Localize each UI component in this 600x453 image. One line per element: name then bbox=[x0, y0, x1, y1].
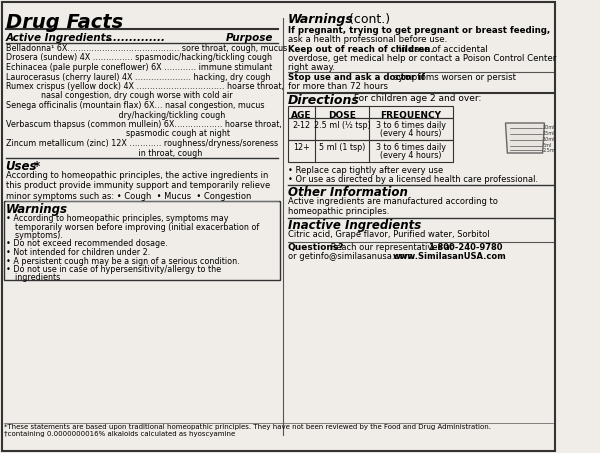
Text: 12+: 12+ bbox=[293, 143, 310, 152]
Text: Zincum metallicum (zinc) 12X ………… roughness/dryness/soreness: Zincum metallicum (zinc) 12X ………… roughn… bbox=[5, 139, 278, 148]
Text: • Do not exceed recommended dosage.: • Do not exceed recommended dosage. bbox=[5, 240, 167, 249]
Text: Belladonna¹ 6X…………………………………… sore throat, cough, mucus: Belladonna¹ 6X…………………………………… sore throat… bbox=[5, 44, 287, 53]
Text: • Not intended for children under 2.: • Not intended for children under 2. bbox=[5, 248, 150, 257]
Text: 2.5 ml (½ tsp): 2.5 ml (½ tsp) bbox=[314, 121, 371, 130]
Text: Keep out of reach of children.: Keep out of reach of children. bbox=[287, 45, 433, 54]
Text: • According to homeopathic principles, symptoms may: • According to homeopathic principles, s… bbox=[5, 214, 228, 223]
Text: In case of accidental: In case of accidental bbox=[396, 45, 488, 54]
Text: www.SimilasanUSA.com: www.SimilasanUSA.com bbox=[392, 252, 506, 261]
Text: If pregnant, trying to get pregnant or breast feeding,: If pregnant, trying to get pregnant or b… bbox=[287, 26, 550, 35]
Text: Drug Facts: Drug Facts bbox=[5, 13, 123, 32]
Text: Citric acid, Grape flavor, Purified water, Sorbitol: Citric acid, Grape flavor, Purified wate… bbox=[287, 230, 489, 239]
Text: 2.5ml: 2.5ml bbox=[542, 148, 557, 153]
Text: • Replace cap tightly after every use: • Replace cap tightly after every use bbox=[287, 166, 443, 175]
Text: (every 4 hours): (every 4 hours) bbox=[380, 129, 442, 138]
Text: *: * bbox=[34, 160, 40, 173]
FancyBboxPatch shape bbox=[2, 2, 554, 451]
Text: ingredients: ingredients bbox=[10, 274, 61, 283]
Text: overdose, get medical help or contact a Poison Control Center: overdose, get medical help or contact a … bbox=[287, 54, 556, 63]
Text: 15ml: 15ml bbox=[542, 131, 555, 136]
Text: Rumex crispus (yellow dock) 4X …………………………… hoarse throat,: Rumex crispus (yellow dock) 4X ………………………… bbox=[5, 82, 283, 91]
Text: nasal congestion, dry cough worse with cold air: nasal congestion, dry cough worse with c… bbox=[5, 92, 232, 101]
Text: 20ml: 20ml bbox=[542, 125, 555, 130]
Text: Questions?: Questions? bbox=[287, 243, 344, 252]
Text: or getinfo@similasanusa.com: or getinfo@similasanusa.com bbox=[287, 252, 417, 261]
Text: Warnings: Warnings bbox=[287, 13, 353, 26]
Text: for more than 72 hours: for more than 72 hours bbox=[287, 82, 388, 91]
Text: Reach our representatives at: Reach our representatives at bbox=[328, 243, 456, 252]
Text: ...............: ............... bbox=[106, 33, 166, 43]
Text: For children age 2 and over:: For children age 2 and over: bbox=[350, 94, 481, 103]
Text: *These statements are based upon traditional homeopathic principles. They have n: *These statements are based upon traditi… bbox=[4, 424, 491, 437]
Text: ask a health professional before use.: ask a health professional before use. bbox=[287, 35, 447, 44]
Text: FREQUENCY: FREQUENCY bbox=[380, 111, 442, 120]
Text: (every 4 hours): (every 4 hours) bbox=[380, 151, 442, 160]
Text: • A persistent cough may be a sign of a serious condition.: • A persistent cough may be a sign of a … bbox=[5, 256, 239, 265]
Text: Active ingredients are manufactured according to
homeopathic principles.: Active ingredients are manufactured acco… bbox=[287, 197, 497, 217]
Text: Verbascum thapsus (common mullein) 6X……………… hoarse throat,: Verbascum thapsus (common mullein) 6X………… bbox=[5, 120, 281, 129]
Text: Purpose: Purpose bbox=[226, 33, 274, 43]
Text: Other Information: Other Information bbox=[287, 186, 407, 199]
Text: 5 ml (1 tsp): 5 ml (1 tsp) bbox=[319, 143, 365, 152]
Text: Drosera (sundew) 4X …………… spasmodic/hacking/tickling cough: Drosera (sundew) 4X …………… spasmodic/hack… bbox=[5, 53, 272, 63]
Text: 3 to 6 times daily: 3 to 6 times daily bbox=[376, 143, 446, 152]
Text: • Do not use in case of hypersensitivity/allergy to the: • Do not use in case of hypersensitivity… bbox=[5, 265, 221, 274]
Text: According to homeopathic principles, the active ingredients in
this product prov: According to homeopathic principles, the… bbox=[5, 171, 270, 201]
Text: Inactive Ingredients: Inactive Ingredients bbox=[287, 219, 421, 232]
Text: symptoms).: symptoms). bbox=[10, 231, 63, 240]
Text: dry/hacking/tickling cough: dry/hacking/tickling cough bbox=[5, 111, 225, 120]
Text: 10ml: 10ml bbox=[542, 137, 555, 142]
Text: 1-800-240-9780: 1-800-240-9780 bbox=[428, 243, 503, 252]
Text: Active Ingredients: Active Ingredients bbox=[5, 33, 116, 43]
Text: in throat, cough: in throat, cough bbox=[5, 149, 202, 158]
Text: Laurocerasus (cherry laurel) 4X ………………… hacking, dry cough: Laurocerasus (cherry laurel) 4X ………………… … bbox=[5, 72, 270, 82]
Text: AGE: AGE bbox=[291, 111, 311, 120]
Text: • Or use as directed by a licensed health care professional.: • Or use as directed by a licensed healt… bbox=[287, 175, 538, 184]
Text: DOSE: DOSE bbox=[328, 111, 356, 120]
Text: temporarily worsen before improving (initial exacerbation of: temporarily worsen before improving (ini… bbox=[10, 222, 259, 231]
Polygon shape bbox=[505, 123, 544, 153]
Text: Stop use and ask a doctor if: Stop use and ask a doctor if bbox=[287, 73, 425, 82]
Text: Echinacea (pale purple coneflower) 6X ………… immune stimulant: Echinacea (pale purple coneflower) 6X ……… bbox=[5, 63, 272, 72]
Text: Senega officinalis (mountain flax) 6X… nasal congestion, mucus: Senega officinalis (mountain flax) 6X… n… bbox=[5, 101, 264, 110]
Text: spasmodic cough at night: spasmodic cough at night bbox=[5, 130, 230, 139]
Text: 3 to 6 times daily: 3 to 6 times daily bbox=[376, 121, 446, 130]
Text: Uses: Uses bbox=[5, 160, 37, 173]
Text: Warnings: Warnings bbox=[5, 203, 68, 216]
Text: (cont.): (cont.) bbox=[345, 13, 390, 26]
Text: 5ml: 5ml bbox=[542, 143, 552, 148]
Text: symptoms worsen or persist: symptoms worsen or persist bbox=[391, 73, 517, 82]
Text: Directions: Directions bbox=[287, 94, 359, 107]
Text: 2-12: 2-12 bbox=[292, 121, 311, 130]
Text: right away.: right away. bbox=[287, 63, 335, 72]
